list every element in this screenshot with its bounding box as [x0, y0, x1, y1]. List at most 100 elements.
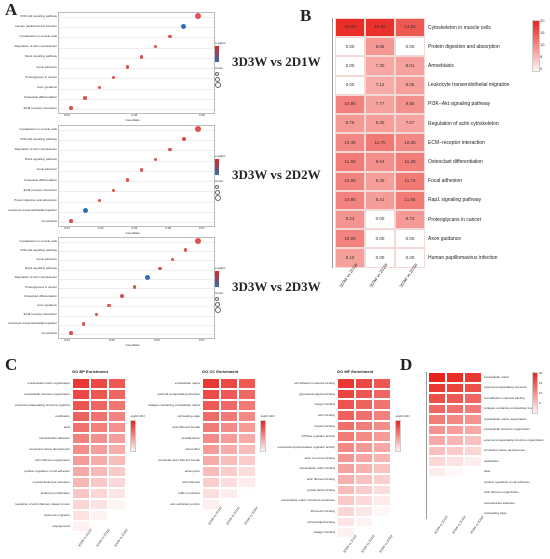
term-label: Osteoclast differentiation — [24, 293, 57, 298]
heatmap-cell — [108, 378, 126, 389]
colorbar-tick: 20 — [540, 18, 545, 23]
heatmap-cell — [428, 487, 446, 498]
heatmap-cell: 10.35 — [395, 133, 425, 153]
row-label: cell-substrate adhesion — [484, 500, 515, 505]
heatmap-cell — [108, 411, 126, 422]
x-axis-label: GeneRatio — [125, 231, 140, 235]
heatmap-cell — [220, 411, 238, 422]
heatmap-cell — [355, 388, 373, 400]
gridline — [59, 37, 214, 39]
heatmap-cell — [337, 495, 355, 506]
heatmap-cell — [355, 442, 373, 453]
heatmap-cell — [202, 444, 220, 455]
heatmap-cell — [446, 466, 464, 477]
heatmap-cell — [202, 455, 220, 466]
panel-label-a: A — [5, 0, 18, 19]
comparison-label: 3D3W vs 2D1W — [232, 54, 321, 69]
term-label: Focal adhesion — [36, 64, 57, 69]
gridline — [59, 130, 214, 131]
heatmap-cell — [238, 477, 256, 488]
x-tick-label: 0.05 — [109, 338, 115, 342]
row-label: Regulation of actin cytoskeleton — [428, 120, 499, 127]
heatmap-cell — [72, 444, 90, 455]
data-point — [120, 294, 124, 298]
term-label: Cytoskeleton in muscle cells — [19, 33, 57, 38]
row-label: Protein digestion and absorption — [428, 43, 500, 50]
heatmap-cell — [337, 484, 355, 496]
panel-label-d: D — [400, 355, 413, 374]
heatmap-cell: 8.73 — [395, 210, 425, 230]
heatmap-cell — [238, 411, 256, 422]
heatmap-cell — [373, 442, 391, 453]
term-label: ECM-receptor interaction — [23, 187, 57, 192]
heatmap-cell — [446, 435, 464, 446]
heatmap-cell: 8.30 — [365, 171, 395, 191]
heatmap-cell — [238, 378, 256, 389]
row-label: growth factor binding — [307, 488, 335, 492]
heatmap-cell: 8.41 — [365, 190, 395, 210]
colorbar-tick: 15 — [539, 381, 543, 385]
term-label: Leukocyte transendothelial migration — [8, 321, 57, 326]
heatmap-cell — [90, 455, 108, 466]
x-tick-label: 0.04 — [97, 226, 104, 230]
colorbar — [395, 420, 401, 452]
term-label: Osteoclast differentiation — [24, 95, 57, 100]
row-label: collagen-containing extracellular matrix — [148, 404, 200, 407]
heatmap-cell: 11.66 — [395, 190, 425, 210]
colorbar-title: p.adjust — [215, 41, 226, 45]
heatmap-cell — [72, 466, 90, 477]
heatmap-cell — [428, 393, 446, 404]
heatmap-cell — [355, 474, 373, 485]
x-tick-label: 0.06 — [131, 113, 138, 117]
colorbar — [260, 420, 266, 452]
data-point — [181, 23, 187, 29]
colorbar-tick: 10 — [540, 42, 545, 47]
heatmap-cell — [108, 389, 126, 400]
term-label: PI3K-Akt signaling pathway — [20, 247, 57, 252]
heatmap-cell — [220, 499, 238, 510]
row-label: actin binding — [318, 413, 335, 417]
heatmap-cell: 0.00 — [335, 56, 365, 76]
heatmap-cell — [428, 414, 446, 425]
heatmap-cell: 18.66 — [365, 18, 395, 38]
row-label: extracellular matrix organization — [484, 416, 527, 421]
row-label: lamellipodium — [181, 437, 200, 440]
heatmap-cell — [446, 382, 464, 393]
heatmap-cell — [355, 516, 373, 528]
term-label: Regulation of actin cytoskeleton — [14, 146, 57, 151]
term-label: Protein digestion and absorption — [13, 198, 57, 203]
heatmap-cell — [446, 403, 464, 414]
row-label: ossification — [55, 415, 70, 418]
heatmap-cell — [202, 488, 220, 499]
heatmap-cell — [337, 452, 355, 464]
term-label: Proteoglycans in cancer — [24, 284, 57, 289]
term-label: PI3K-Akt signaling pathway — [20, 136, 57, 141]
heatmap-cell — [355, 506, 373, 517]
data-point — [69, 331, 73, 335]
colorbar — [215, 271, 219, 287]
colorbar-tick: 5 — [540, 54, 543, 59]
data-point — [111, 75, 116, 80]
row-label: cell leading edge — [484, 511, 507, 516]
term-label: Rap1 signaling pathway — [25, 157, 57, 162]
heatmap-cell — [337, 442, 355, 453]
heatmap-cell — [464, 414, 482, 425]
term-label: Rap1 signaling pathway — [25, 266, 57, 271]
heatmap-cell — [355, 463, 373, 474]
heatmap-cell: 0.00 — [365, 248, 395, 268]
heatmap-cell — [373, 410, 391, 421]
heatmap-cell — [72, 378, 90, 389]
data-point — [97, 198, 101, 203]
heatmap-cell — [108, 433, 126, 444]
heatmap-cell — [202, 389, 220, 400]
row-label: actin filament binding — [306, 477, 335, 481]
dendrogram — [410, 372, 427, 519]
heatmap-cell — [90, 521, 108, 532]
heatmap-cell: 11.38 — [395, 152, 425, 172]
heatmap-cell — [90, 411, 108, 422]
gridline — [59, 27, 214, 29]
colorbar-title: p.adjust — [215, 154, 226, 158]
data-point — [125, 178, 130, 182]
size-legend-circle — [215, 307, 221, 313]
panel-label-b: B — [300, 6, 312, 25]
